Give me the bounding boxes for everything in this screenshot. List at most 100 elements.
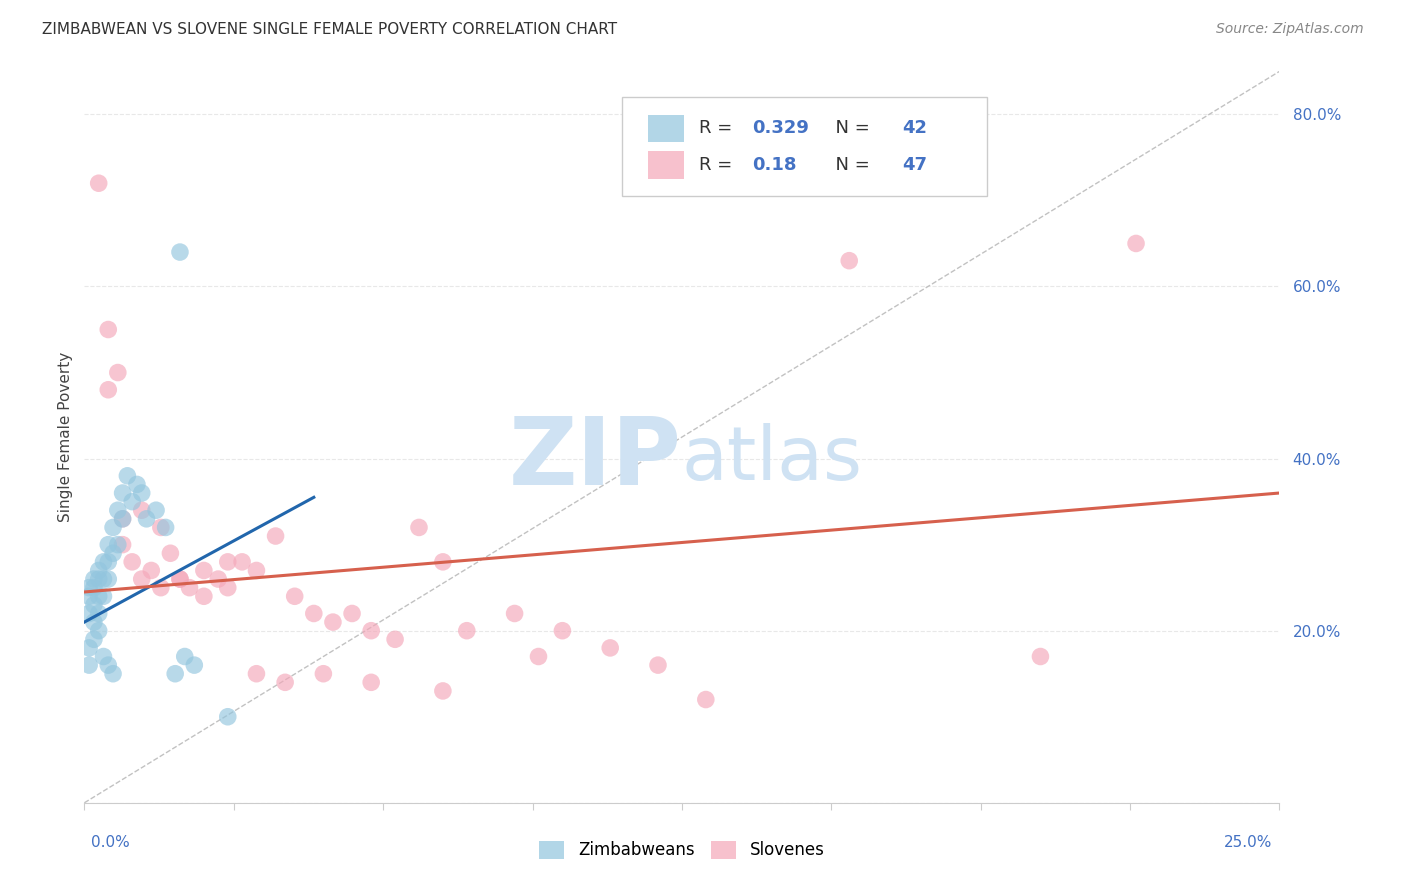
Point bbox=[117, 468, 139, 483]
Point bbox=[1029, 649, 1052, 664]
Text: ZIMBABWEAN VS SLOVENE SINGLE FEMALE POVERTY CORRELATION CHART: ZIMBABWEAN VS SLOVENE SINGLE FEMALE POVE… bbox=[42, 22, 617, 37]
Point bbox=[77, 589, 100, 603]
Point bbox=[101, 520, 124, 534]
Point bbox=[245, 564, 267, 578]
Point bbox=[111, 512, 134, 526]
Point bbox=[360, 675, 382, 690]
Point bbox=[695, 692, 717, 706]
Point bbox=[599, 640, 621, 655]
Point bbox=[217, 555, 239, 569]
Point bbox=[527, 649, 550, 664]
Point bbox=[83, 615, 105, 629]
Point bbox=[87, 572, 110, 586]
FancyBboxPatch shape bbox=[623, 97, 987, 195]
Point bbox=[87, 589, 110, 603]
Point bbox=[165, 666, 187, 681]
Point bbox=[87, 564, 110, 578]
Point bbox=[312, 666, 335, 681]
Point bbox=[183, 658, 205, 673]
Legend: Zimbabweans, Slovenes: Zimbabweans, Slovenes bbox=[531, 832, 832, 868]
Point bbox=[173, 649, 195, 664]
Point bbox=[838, 253, 860, 268]
Point bbox=[125, 477, 148, 491]
Point bbox=[131, 572, 153, 586]
Point bbox=[179, 581, 201, 595]
Point bbox=[93, 649, 115, 664]
Point bbox=[131, 486, 153, 500]
Point bbox=[83, 581, 105, 595]
Point bbox=[408, 520, 430, 534]
Point bbox=[551, 624, 574, 638]
Text: 0.18: 0.18 bbox=[752, 156, 797, 174]
Point bbox=[159, 546, 181, 560]
Text: R =: R = bbox=[699, 120, 738, 137]
Point bbox=[141, 564, 163, 578]
Point bbox=[107, 503, 129, 517]
Text: Source: ZipAtlas.com: Source: ZipAtlas.com bbox=[1216, 22, 1364, 37]
Point bbox=[77, 640, 100, 655]
Point bbox=[264, 529, 287, 543]
Point bbox=[97, 538, 120, 552]
Point bbox=[340, 607, 363, 621]
Point bbox=[121, 494, 143, 508]
Y-axis label: Single Female Poverty: Single Female Poverty bbox=[58, 352, 73, 522]
Point bbox=[360, 624, 382, 638]
Point bbox=[77, 581, 100, 595]
Point bbox=[274, 675, 297, 690]
Point bbox=[77, 658, 100, 673]
Point bbox=[111, 512, 134, 526]
Bar bbox=[648, 151, 685, 179]
Text: 47: 47 bbox=[901, 156, 927, 174]
Point bbox=[83, 598, 105, 612]
Point bbox=[87, 607, 110, 621]
Text: N =: N = bbox=[824, 120, 876, 137]
Point bbox=[384, 632, 406, 647]
Text: ZIP: ZIP bbox=[509, 413, 682, 505]
Point bbox=[432, 684, 454, 698]
Bar bbox=[648, 114, 685, 143]
Point bbox=[83, 572, 105, 586]
Point bbox=[217, 710, 239, 724]
Point bbox=[217, 581, 239, 595]
Point bbox=[97, 322, 120, 336]
Text: atlas: atlas bbox=[682, 423, 863, 496]
Point bbox=[169, 572, 191, 586]
Point bbox=[101, 666, 124, 681]
Point bbox=[155, 520, 177, 534]
Text: 0.0%: 0.0% bbox=[91, 836, 131, 850]
Point bbox=[77, 607, 100, 621]
Point bbox=[149, 581, 172, 595]
Point bbox=[432, 555, 454, 569]
Text: 25.0%: 25.0% bbox=[1225, 836, 1272, 850]
Point bbox=[107, 538, 129, 552]
Point bbox=[111, 538, 134, 552]
Point bbox=[145, 503, 167, 517]
Point bbox=[97, 383, 120, 397]
Point bbox=[284, 589, 307, 603]
Point bbox=[503, 607, 526, 621]
Point bbox=[131, 503, 153, 517]
Text: 42: 42 bbox=[901, 120, 927, 137]
Point bbox=[135, 512, 157, 526]
Text: N =: N = bbox=[824, 156, 876, 174]
Text: R =: R = bbox=[699, 156, 738, 174]
Point bbox=[245, 666, 267, 681]
Point bbox=[456, 624, 478, 638]
Point bbox=[207, 572, 229, 586]
Point bbox=[193, 589, 215, 603]
Point bbox=[87, 176, 110, 190]
Point bbox=[97, 555, 120, 569]
Point bbox=[97, 658, 120, 673]
Point bbox=[97, 572, 120, 586]
Point bbox=[149, 520, 172, 534]
Point bbox=[93, 555, 115, 569]
Text: 0.329: 0.329 bbox=[752, 120, 810, 137]
Point bbox=[231, 555, 253, 569]
Point bbox=[111, 486, 134, 500]
Point bbox=[83, 632, 105, 647]
Point bbox=[169, 572, 191, 586]
Point bbox=[121, 555, 143, 569]
Point bbox=[93, 589, 115, 603]
Point bbox=[647, 658, 669, 673]
Point bbox=[193, 564, 215, 578]
